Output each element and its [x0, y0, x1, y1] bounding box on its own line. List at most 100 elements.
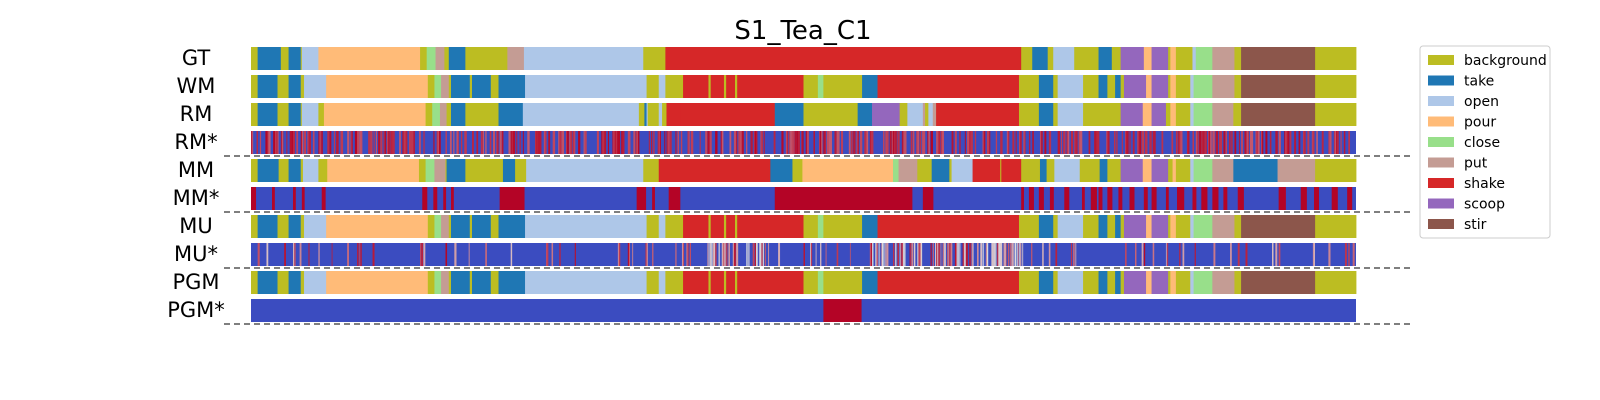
segment-background: [469, 215, 473, 238]
uncertainty-spike: [683, 243, 685, 266]
uncertainty-spike: [1245, 243, 1248, 266]
uncertainty-spike: [1175, 131, 1178, 154]
uncertainty-spike: [583, 131, 585, 154]
uncertainty-spike: [1007, 131, 1010, 154]
segment-background: [448, 215, 452, 238]
uncertainty-spike: [657, 131, 660, 154]
uncertainty-spike: [1015, 131, 1017, 154]
uncertainty-spike: [1321, 131, 1324, 154]
uncertainty-spike: [308, 243, 310, 266]
uncertainty-spike: [710, 243, 713, 266]
segment-background: [1315, 103, 1357, 126]
uncertainty-spike: [1028, 131, 1031, 154]
chart-title: S1_Tea_C1: [734, 16, 871, 46]
uncertainty-spike: [781, 131, 784, 154]
segment-background: [1021, 47, 1033, 70]
uncertainty-spike: [1195, 131, 1198, 154]
segment-background: [448, 271, 452, 294]
segment-shake: [726, 271, 736, 294]
segment-background: [1120, 271, 1125, 294]
uncertainty-spike: [768, 243, 770, 266]
uncertainty-spike: [1287, 131, 1290, 154]
uncertainty-spike: [1278, 131, 1281, 154]
uncertainty-spike: [813, 131, 815, 154]
uncertainty-spike: [821, 131, 823, 154]
uncertainty-spike: [1049, 187, 1054, 210]
uncertainty-spike: [763, 131, 765, 154]
uncertainty-spike: [561, 131, 565, 154]
uncertainty-spike: [712, 243, 715, 266]
segment-scoop: [1120, 159, 1144, 182]
uncertainty-spike: [1152, 131, 1155, 154]
segment-background: [723, 271, 727, 294]
legend-label: scoop: [1464, 197, 1505, 213]
uncertainty-spike: [959, 131, 961, 154]
segment-open: [304, 75, 327, 98]
uncertainty-spike: [493, 131, 496, 154]
uncertainty-spike: [1049, 131, 1052, 154]
uncertainty-spike: [501, 131, 504, 154]
uncertainty-spike: [1021, 187, 1024, 210]
uncertainty-spike: [944, 243, 946, 266]
segment-background: [300, 47, 303, 70]
uncertainty-spike: [760, 243, 763, 266]
uncertainty-spike: [1146, 131, 1148, 154]
segment-take: [1098, 75, 1108, 98]
uncertainty-spike: [257, 243, 260, 266]
uncertainty-spike: [1298, 131, 1301, 154]
uncertainty-spike: [519, 131, 521, 154]
segment-background: [277, 271, 289, 294]
segment-background: [823, 75, 863, 98]
uncertainty-spike: [885, 131, 888, 154]
segment-background: [515, 159, 527, 182]
legend: background take open pour close put shake scoop…: [1419, 45, 1551, 239]
segment-background: [1074, 47, 1099, 70]
row-mu: MU: [179, 214, 1357, 238]
uncertainty-spike: [976, 243, 979, 266]
segment-background: [734, 215, 738, 238]
uncertainty-spike: [857, 131, 859, 154]
uncertainty-spike: [720, 131, 723, 154]
segment-take: [288, 47, 302, 70]
uncertainty-spike: [778, 243, 781, 266]
uncertainty-spike: [986, 131, 989, 154]
uncertainty-spike: [1044, 131, 1047, 154]
segment-take: [1115, 271, 1122, 294]
segment-pour: [1170, 47, 1177, 70]
uncertainty-spike: [728, 243, 730, 266]
uncertainty-spike: [773, 131, 776, 154]
segment-open: [928, 103, 934, 126]
uncertainty-spike: [1135, 243, 1137, 266]
uncertainty-spike: [1055, 243, 1058, 266]
uncertainty-spike: [1121, 131, 1123, 154]
segment-pour: [1170, 271, 1177, 294]
uncertainty-spike: [1223, 131, 1226, 154]
segment-background: [1175, 47, 1193, 70]
uncertainty-spike: [900, 243, 902, 266]
uncertainty-spike: [1024, 131, 1026, 154]
uncertainty-spike: [357, 131, 360, 154]
segment-background: [723, 215, 727, 238]
uncertainty-spike: [1114, 131, 1116, 154]
uncertainty-spike: [256, 131, 259, 154]
uncertainty-spike: [920, 243, 923, 266]
segment-shake: [710, 271, 725, 294]
uncertainty-spike: [823, 299, 862, 322]
uncertainty-spike: [687, 131, 690, 154]
uncertainty-spike: [989, 131, 991, 154]
segment-background: [1018, 215, 1040, 238]
uncertainty-spike: [983, 131, 986, 154]
uncertainty-spike: [596, 131, 599, 154]
uncertainty-spike: [714, 243, 716, 266]
uncertainty-spike: [705, 131, 708, 154]
segment-take: [1038, 103, 1054, 126]
uncertainty-spike: [1225, 131, 1228, 154]
uncertainty-spike: [552, 131, 556, 154]
uncertainty-spike: [1125, 243, 1127, 266]
uncertainty-spike: [272, 187, 275, 210]
uncertainty-spike: [726, 243, 728, 266]
segment-pour: [1170, 75, 1177, 98]
segment-take: [288, 271, 302, 294]
uncertainty-spike: [1138, 131, 1141, 154]
